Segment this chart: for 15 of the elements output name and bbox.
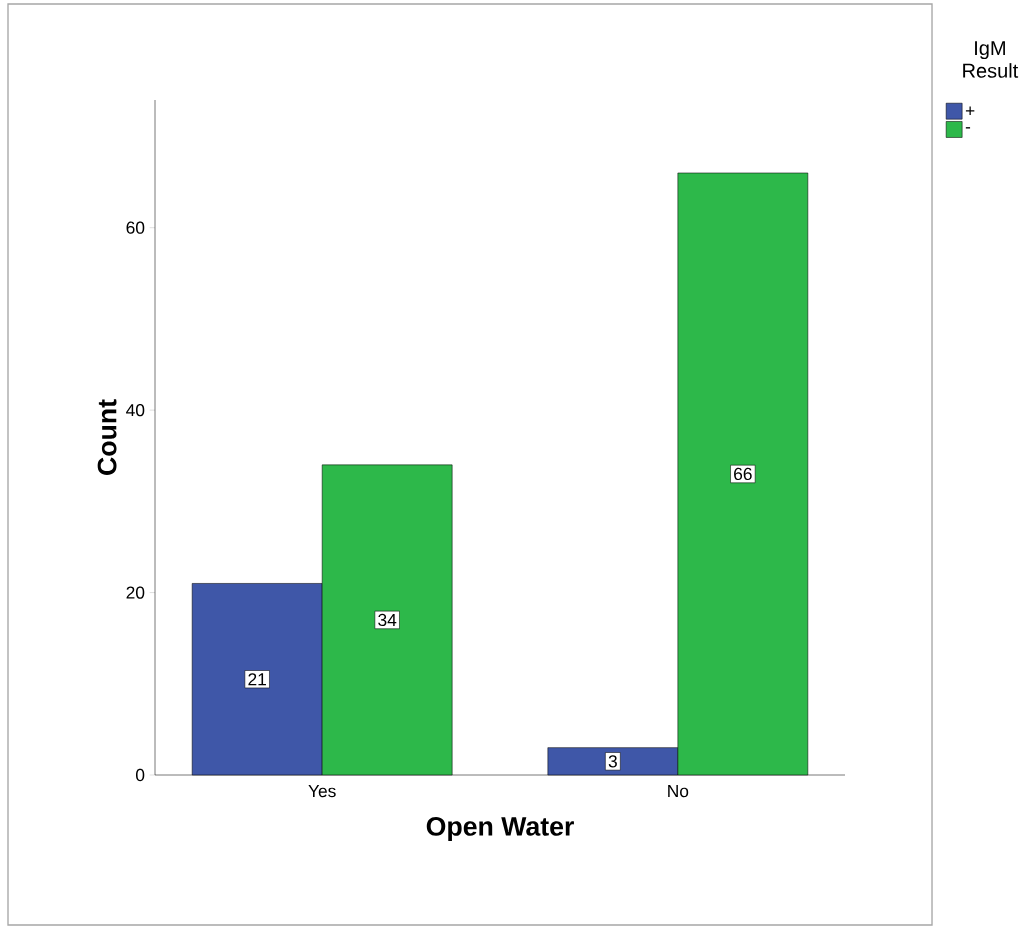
x-axis-title: Open Water [426, 816, 574, 842]
data-label: 3 [608, 755, 617, 768]
y-tick-label: 20 [126, 586, 145, 599]
y-axis-title: Count [97, 399, 117, 475]
data-label: 34 [378, 613, 397, 627]
x-tick-label: No [668, 785, 689, 798]
y-tick-label: 0 [135, 768, 145, 782]
y-tick-label: 40 [126, 404, 145, 417]
y-tick-label: 60 [126, 221, 145, 234]
legend-label: + [965, 106, 975, 116]
x-tick-label: Yes [308, 785, 336, 798]
data-label: 21 [248, 673, 266, 686]
legend-title: IgM Result [963, 41, 1019, 78]
legend-label: - [965, 127, 971, 129]
data-label: 66 [734, 467, 752, 481]
